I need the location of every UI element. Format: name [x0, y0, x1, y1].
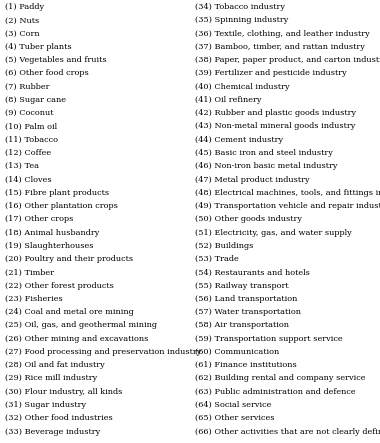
Text: (33) Beverage industry: (33) Beverage industry [5, 427, 100, 435]
Text: (60) Communication: (60) Communication [195, 348, 279, 356]
Text: (20) Poultry and their products: (20) Poultry and their products [5, 255, 133, 263]
Text: (63) Public administration and defence: (63) Public administration and defence [195, 388, 355, 396]
Text: (7) Rubber: (7) Rubber [5, 83, 49, 91]
Text: (9) Coconut: (9) Coconut [5, 109, 53, 117]
Text: (15) Fibre plant products: (15) Fibre plant products [5, 189, 109, 197]
Text: (40) Chemical industry: (40) Chemical industry [195, 83, 289, 91]
Text: (43) Non-metal mineral goods industry: (43) Non-metal mineral goods industry [195, 122, 355, 131]
Text: (54) Restaurants and hotels: (54) Restaurants and hotels [195, 268, 309, 276]
Text: (50) Other goods industry: (50) Other goods industry [195, 215, 302, 223]
Text: (32) Other food industries: (32) Other food industries [5, 414, 112, 422]
Text: (39) Fertilizer and pesticide industry: (39) Fertilizer and pesticide industry [195, 70, 346, 78]
Text: (45) Basic iron and steel industry: (45) Basic iron and steel industry [195, 149, 332, 157]
Text: (30) Flour industry, all kinds: (30) Flour industry, all kinds [5, 388, 122, 396]
Text: (16) Other plantation crops: (16) Other plantation crops [5, 202, 117, 210]
Text: (65) Other services: (65) Other services [195, 414, 274, 422]
Text: (12) Coffee: (12) Coffee [5, 149, 51, 157]
Text: (13) Tea: (13) Tea [5, 162, 38, 170]
Text: (4) Tuber plants: (4) Tuber plants [5, 43, 71, 51]
Text: (44) Cement industry: (44) Cement industry [195, 136, 283, 144]
Text: (37) Bamboo, timber, and rattan industry: (37) Bamboo, timber, and rattan industry [195, 43, 364, 51]
Text: (62) Building rental and company service: (62) Building rental and company service [195, 374, 365, 382]
Text: (34) Tobacco industry: (34) Tobacco industry [195, 3, 285, 11]
Text: (55) Railway transport: (55) Railway transport [195, 282, 288, 290]
Text: (56) Land transportation: (56) Land transportation [195, 295, 297, 303]
Text: (31) Sugar industry: (31) Sugar industry [5, 401, 86, 409]
Text: (35) Spinning industry: (35) Spinning industry [195, 16, 288, 24]
Text: (64) Social service: (64) Social service [195, 401, 271, 409]
Text: (25) Oil, gas, and geothermal mining: (25) Oil, gas, and geothermal mining [5, 322, 157, 330]
Text: (49) Transportation vehicle and repair industry: (49) Transportation vehicle and repair i… [195, 202, 380, 210]
Text: (26) Other mining and excavations: (26) Other mining and excavations [5, 334, 148, 343]
Text: (52) Buildings: (52) Buildings [195, 242, 253, 250]
Text: (8) Sugar cane: (8) Sugar cane [5, 96, 66, 104]
Text: (6) Other food crops: (6) Other food crops [5, 70, 88, 78]
Text: (10) Palm oil: (10) Palm oil [5, 122, 57, 131]
Text: (48) Electrical machines, tools, and fittings industry: (48) Electrical machines, tools, and fit… [195, 189, 380, 197]
Text: (46) Non-iron basic metal industry: (46) Non-iron basic metal industry [195, 162, 337, 170]
Text: (27) Food processing and preservation industry: (27) Food processing and preservation in… [5, 348, 201, 356]
Text: (1) Paddy: (1) Paddy [5, 3, 44, 11]
Text: (22) Other forest products: (22) Other forest products [5, 282, 114, 290]
Text: (5) Vegetables and fruits: (5) Vegetables and fruits [5, 56, 106, 64]
Text: (38) Paper, paper product, and carton industry: (38) Paper, paper product, and carton in… [195, 56, 380, 64]
Text: (11) Tobacco: (11) Tobacco [5, 136, 57, 144]
Text: (47) Metal product industry: (47) Metal product industry [195, 175, 309, 183]
Text: (18) Animal husbandry: (18) Animal husbandry [5, 229, 99, 237]
Text: (59) Transportation support service: (59) Transportation support service [195, 334, 342, 343]
Text: (19) Slaughterhouses: (19) Slaughterhouses [5, 242, 93, 250]
Text: (57) Water transportation: (57) Water transportation [195, 308, 301, 316]
Text: (2) Nuts: (2) Nuts [5, 16, 39, 24]
Text: (41) Oil refinery: (41) Oil refinery [195, 96, 261, 104]
Text: (66) Other activities that are not clearly defined: (66) Other activities that are not clear… [195, 427, 380, 435]
Text: (3) Corn: (3) Corn [5, 30, 39, 38]
Text: (23) Fisheries: (23) Fisheries [5, 295, 62, 303]
Text: (51) Electricity, gas, and water supply: (51) Electricity, gas, and water supply [195, 229, 351, 237]
Text: (58) Air transportation: (58) Air transportation [195, 322, 288, 330]
Text: (21) Timber: (21) Timber [5, 268, 54, 276]
Text: (28) Oil and fat industry: (28) Oil and fat industry [5, 361, 104, 369]
Text: (17) Other crops: (17) Other crops [5, 215, 73, 223]
Text: (29) Rice mill industry: (29) Rice mill industry [5, 374, 97, 382]
Text: (61) Finance institutions: (61) Finance institutions [195, 361, 296, 369]
Text: (36) Textile, clothing, and leather industry: (36) Textile, clothing, and leather indu… [195, 30, 369, 38]
Text: (53) Trade: (53) Trade [195, 255, 238, 263]
Text: (24) Coal and metal ore mining: (24) Coal and metal ore mining [5, 308, 133, 316]
Text: (14) Cloves: (14) Cloves [5, 175, 51, 183]
Text: (42) Rubber and plastic goods industry: (42) Rubber and plastic goods industry [195, 109, 356, 117]
